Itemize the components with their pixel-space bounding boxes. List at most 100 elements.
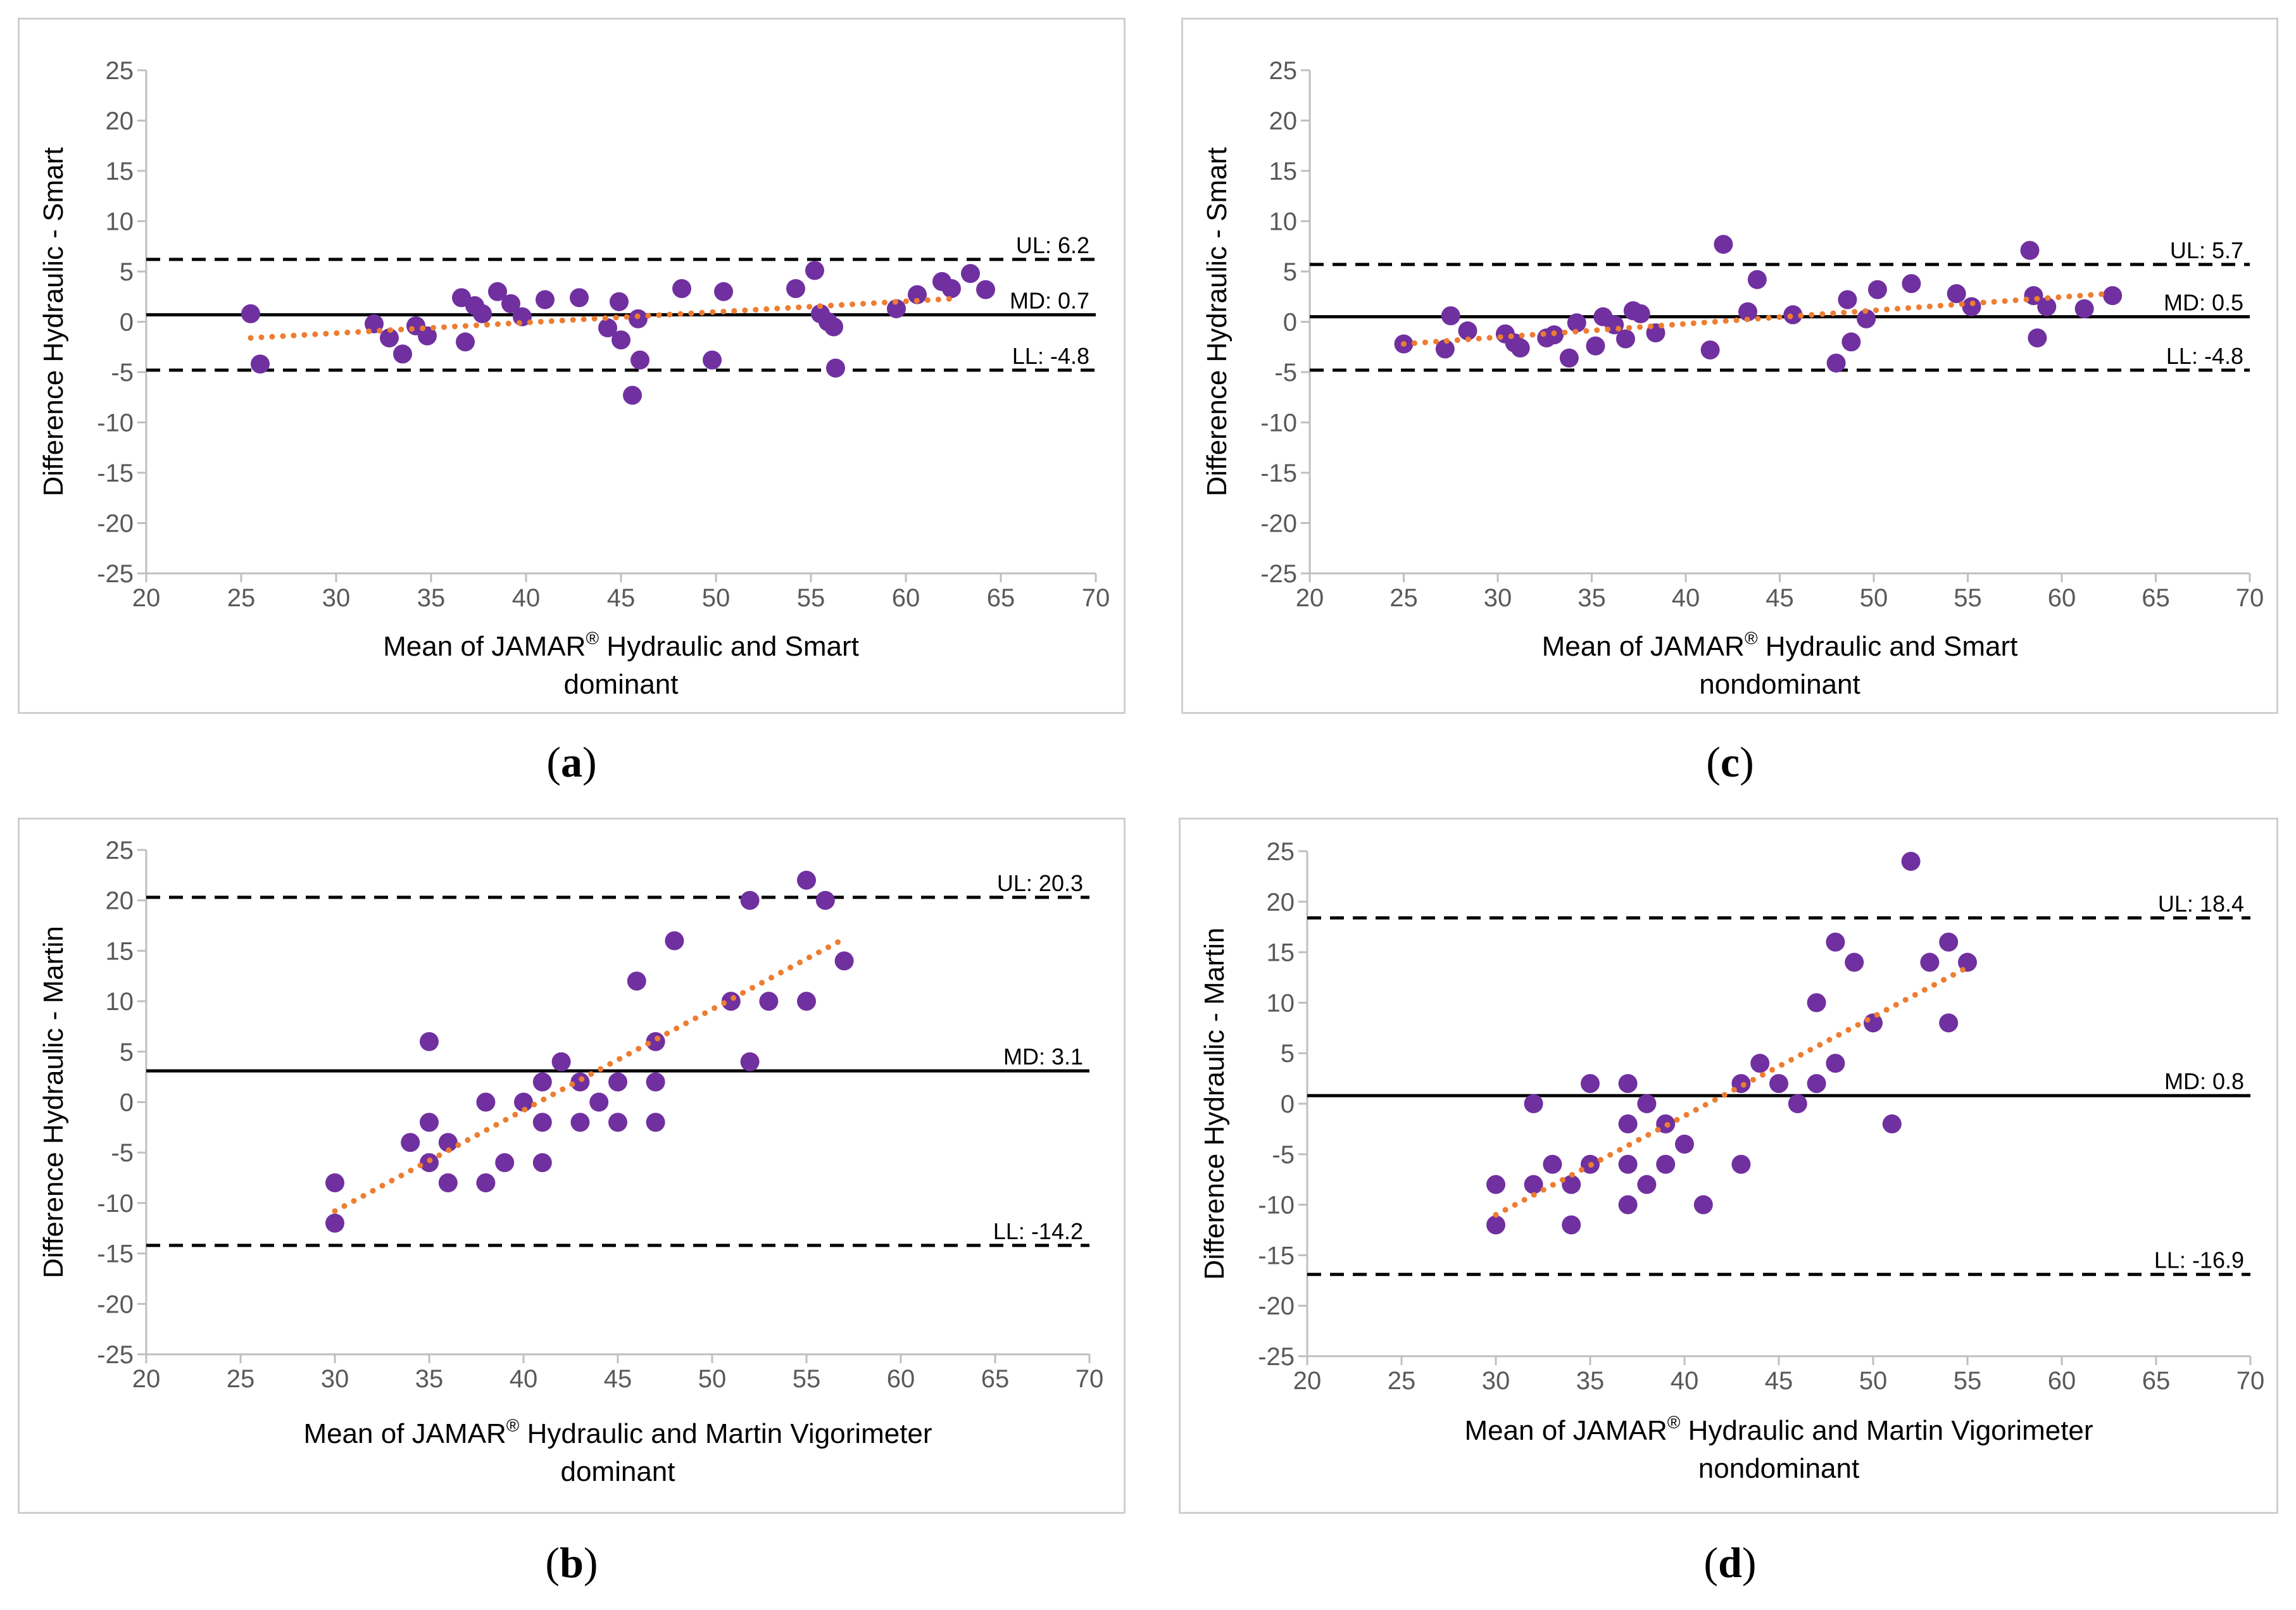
data-point	[1838, 290, 1857, 309]
data-point	[1637, 1175, 1657, 1194]
data-point	[1656, 1154, 1676, 1174]
data-point	[1788, 1094, 1807, 1113]
data-point	[501, 294, 520, 313]
x-tick-label: 40	[1672, 584, 1700, 612]
data-point	[887, 299, 906, 318]
data-point	[532, 1153, 552, 1173]
data-point	[1562, 1175, 1581, 1194]
data-point	[1435, 339, 1455, 359]
y-tick-label: -10	[1258, 1192, 1295, 1220]
data-point	[740, 890, 760, 910]
x-tick-label: 40	[512, 584, 541, 612]
y-tick-label: 10	[106, 988, 134, 1016]
registered-mark: ®	[1667, 1413, 1681, 1432]
y-tick-label: -20	[97, 1290, 134, 1318]
y-tick-label: 10	[1267, 989, 1295, 1017]
data-point	[325, 1173, 344, 1193]
data-point	[570, 288, 589, 308]
y-tick-label: -25	[1258, 1343, 1295, 1371]
y-tick-label: -10	[1260, 409, 1297, 437]
data-point	[1769, 1074, 1788, 1094]
y-tick-label: 25	[106, 57, 134, 85]
data-point	[1882, 1114, 1902, 1133]
data-point	[672, 279, 691, 299]
y-tick-label: 20	[1267, 889, 1295, 916]
data-point	[1841, 332, 1861, 352]
x-axis-label-line2: dominant	[560, 1456, 675, 1487]
data-point	[251, 354, 270, 374]
limit-label: MD: 0.5	[2164, 290, 2243, 316]
x-tick-label: 45	[1765, 1367, 1793, 1395]
registered-mark: ®	[586, 628, 599, 648]
y-tick-label: -5	[1274, 359, 1297, 387]
x-tick-label: 70	[2236, 1367, 2265, 1395]
x-tick-label: 70	[1076, 1365, 1104, 1393]
y-tick-label: 25	[1269, 57, 1298, 85]
data-point	[1618, 1154, 1638, 1174]
y-tick-label: 0	[120, 1089, 134, 1117]
data-point	[532, 1072, 552, 1092]
caption-d: (d)	[1703, 1538, 1757, 1587]
caption-a: (a)	[546, 738, 597, 786]
data-point	[438, 1133, 458, 1152]
data-point	[514, 1092, 533, 1112]
x-tick-label: 30	[1482, 1367, 1510, 1395]
y-tick-label: 20	[106, 887, 134, 915]
data-point	[1458, 321, 1477, 340]
x-axis-label-line2: nondominant	[1699, 669, 1860, 700]
x-tick-label: 25	[227, 1365, 255, 1393]
x-tick-label: 50	[702, 584, 731, 612]
x-tick-label: 25	[1390, 584, 1418, 612]
data-point	[1486, 1215, 1505, 1235]
x-tick-label: 65	[2142, 584, 2170, 612]
data-point	[759, 992, 779, 1011]
limit-label: UL: 6.2	[1016, 232, 1089, 258]
y-tick-label: -5	[111, 359, 134, 387]
x-tick-label: 40	[510, 1365, 538, 1393]
x-axis-label-text: Mean of JAMAR	[383, 631, 586, 662]
x-tick-label: 30	[1484, 584, 1512, 612]
data-point	[1939, 1013, 1959, 1033]
data-point	[797, 870, 816, 890]
y-tick-label: -15	[1260, 459, 1297, 487]
y-tick-label: 20	[106, 108, 134, 135]
y-tick-label: 25	[1267, 838, 1295, 866]
data-point	[1618, 1195, 1638, 1214]
y-tick-label: -25	[97, 1341, 134, 1369]
limit-label: UL: 18.4	[2158, 890, 2244, 916]
data-point	[2028, 328, 2047, 347]
data-point	[1559, 348, 1579, 368]
data-point	[1747, 270, 1767, 289]
data-point	[1581, 1074, 1600, 1094]
data-point	[1714, 235, 1733, 254]
data-point	[786, 279, 805, 299]
y-tick-label: -20	[1260, 510, 1297, 538]
chart-svg-d: -25 -20 -15 -10 -5 0 5 10 15 20 25 20 25 30 35 40 45 50 55…	[1199, 838, 2265, 1484]
x-tick-label: 30	[322, 584, 351, 612]
data-point	[476, 1173, 496, 1193]
data-point	[703, 350, 722, 370]
caption-c-letter: c	[1720, 738, 1740, 786]
data-point	[241, 304, 260, 323]
data-point	[1939, 932, 1959, 952]
data-point	[1562, 1215, 1581, 1235]
data-point	[1807, 993, 1826, 1013]
data-point	[908, 285, 927, 304]
data-point	[1510, 338, 1530, 358]
x-axis-label-text: Hydraulic and Martin Vigorimeter	[519, 1418, 932, 1449]
data-point	[532, 1113, 552, 1132]
y-tick-label: -15	[97, 459, 134, 487]
data-point	[2074, 299, 2094, 318]
x-tick-label: 20	[132, 584, 161, 612]
data-point	[976, 280, 995, 299]
data-point	[570, 1113, 590, 1132]
y-axis-label: Difference Hydraulic - Martin	[1199, 928, 1230, 1280]
x-tick-label: 40	[1671, 1367, 1699, 1395]
data-point	[1567, 313, 1586, 333]
data-point	[815, 890, 835, 910]
x-axis-label-text: Hydraulic and Martin Vigorimeter	[1680, 1415, 2093, 1446]
data-point	[1783, 305, 1803, 325]
data-point	[612, 330, 630, 350]
data-point	[1618, 1114, 1638, 1133]
data-point	[834, 951, 854, 971]
